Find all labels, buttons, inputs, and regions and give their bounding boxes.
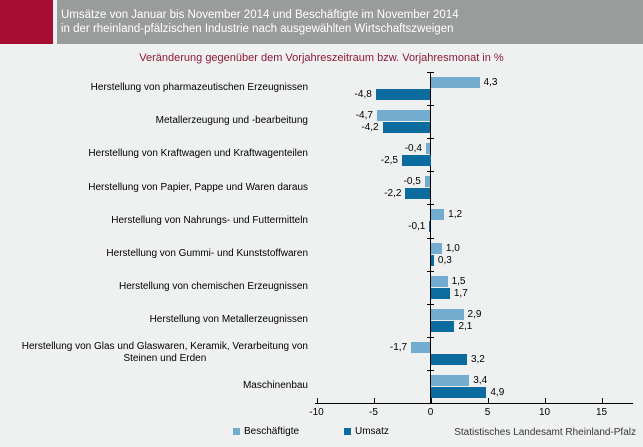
category-label-text: Herstellung von Gummi- und Kunststoffwar… [106, 247, 308, 259]
x-axis-tick-label: 15 [595, 407, 608, 418]
category-label-text: Maschinenbau [242, 380, 308, 392]
value-label: 0,3 [437, 254, 452, 266]
category-boundary-tick [427, 171, 434, 172]
bar-umsatz [430, 254, 434, 266]
value-label: 1,5 [451, 275, 466, 287]
value-label: -0,1 [408, 221, 426, 233]
value-label: 2,1 [458, 320, 473, 332]
bar-umsatz [405, 188, 431, 200]
x-axis-tick [316, 398, 318, 403]
category-boundary-tick [427, 337, 434, 338]
value-label: 3,4 [473, 374, 488, 386]
category-boundary-tick [427, 105, 434, 106]
value-label: -4,2 [361, 122, 379, 134]
x-axis-tick-label: 5 [484, 407, 491, 418]
category-boundary-tick [427, 204, 434, 205]
bar-umsatz [430, 320, 455, 332]
bar-beschaeftigte [376, 110, 431, 122]
x-axis-tick [373, 398, 375, 403]
legend-label-umsatz: Umsatz [355, 426, 389, 437]
header-title-line2: in der rheinland-pfälzischen Industrie n… [61, 23, 454, 35]
bar-beschaeftigte [424, 176, 431, 188]
legend-swatch-beschaeftigte [233, 428, 240, 435]
chart-subtitle: Veränderung gegenüber dem Vorjahreszeitr… [139, 52, 504, 64]
category-boundary-tick [427, 370, 434, 371]
value-label: -4,7 [355, 110, 373, 122]
bar-umsatz [430, 386, 487, 398]
category-label: Herstellung von Papier, Pappe und Waren … [2, 171, 308, 204]
category-boundary-tick [427, 304, 434, 305]
category-label: Herstellung von Nahrungs- und Futtermitt… [2, 204, 308, 237]
bar-umsatz [382, 122, 431, 134]
source-note: Statistisches Landesamt Rheinland-Pfalz [454, 427, 636, 438]
category-boundary-tick [427, 72, 434, 73]
bar-umsatz [375, 89, 431, 100]
x-axis-line [315, 403, 633, 404]
value-label: -1,7 [389, 341, 408, 353]
category-label-text: Herstellung von Glas und Glaswaren, Kera… [21, 340, 308, 365]
bar-beschaeftigte [430, 209, 445, 221]
bar-beschaeftigte [430, 275, 448, 287]
value-label: -2,5 [380, 155, 398, 167]
category-boundary-tick [427, 271, 434, 272]
legend-label-beschaeftigte: Beschäftigte [244, 426, 300, 437]
value-label: 1,7 [453, 287, 468, 299]
value-label: 1,2 [448, 209, 463, 221]
category-label-text: Herstellung von chemischen Erzeugnissen [119, 280, 308, 292]
value-label: 4,9 [490, 386, 505, 398]
x-axis-tick-label: -5 [369, 407, 378, 418]
zero-baseline [430, 72, 431, 403]
category-boundary-tick [427, 238, 434, 239]
category-label: Herstellung von Gummi- und Kunststoffwar… [2, 238, 308, 271]
category-boundary-tick [427, 138, 434, 139]
x-axis-tick [430, 398, 432, 403]
x-axis-tick [487, 398, 489, 403]
category-label-text: Herstellung von Metallerzeugnissen [149, 313, 308, 325]
value-label: 4,3 [483, 77, 498, 88]
legend-swatch-umsatz [344, 428, 351, 435]
value-label: -4,8 [354, 89, 372, 100]
header-title-line1: Umsätze von Januar bis November 2014 und… [61, 9, 459, 21]
x-axis-tick-label: 0 [427, 407, 434, 418]
category-label: Maschinenbau [2, 370, 308, 403]
category-label-text: Herstellung von Papier, Pappe und Waren … [88, 181, 308, 193]
value-label: -0,5 [403, 176, 421, 188]
category-label-text: Herstellung von Nahrungs- und Futtermitt… [111, 214, 308, 226]
category-label: Herstellung von Metallerzeugnissen [2, 304, 308, 337]
category-label: Herstellung von Glas und Glaswaren, Kera… [2, 337, 308, 370]
bar-beschaeftigte [430, 77, 480, 88]
category-label: Herstellung von Kraftwagen und Kraftwage… [2, 138, 308, 171]
legend-item-beschaeftigte: Beschäftigte [233, 426, 299, 437]
bar-beschaeftigte [430, 374, 470, 386]
bar-umsatz [402, 155, 431, 167]
bar-umsatz [429, 221, 431, 233]
value-label: 1,0 [445, 242, 460, 254]
bar-umsatz [430, 287, 450, 299]
bar-beschaeftigte [411, 341, 431, 353]
category-label: Metallerzeugung und -bearbeitung [2, 105, 308, 138]
value-label: -0,4 [404, 143, 422, 155]
legend-item-umsatz: Umsatz [344, 426, 389, 437]
x-axis-tick [544, 398, 546, 403]
bar-beschaeftigte [430, 308, 464, 320]
value-label: 2,9 [467, 308, 482, 320]
brand-mark [0, 0, 53, 44]
bar-umsatz [430, 353, 467, 365]
category-label-text: Herstellung von pharmazeutischen Erzeugn… [90, 82, 308, 94]
bar-beschaeftigte [425, 143, 431, 155]
x-axis-tick-label: -10 [309, 407, 324, 418]
category-label-text: Metallerzeugung und -bearbeitung [155, 115, 308, 127]
header-title-band: Umsätze von Januar bis November 2014 und… [57, 0, 643, 44]
category-label: Herstellung von chemischen Erzeugnissen [2, 271, 308, 304]
bar-beschaeftigte [430, 242, 442, 254]
value-label: 3,2 [470, 353, 485, 365]
value-label: -2,2 [384, 188, 402, 200]
category-label: Herstellung von pharmazeutischen Erzeugn… [2, 72, 308, 105]
x-axis-tick-label: 10 [538, 407, 551, 418]
category-label-text: Herstellung von Kraftwagen und Kraftwage… [88, 148, 308, 160]
x-axis-tick [601, 398, 603, 403]
